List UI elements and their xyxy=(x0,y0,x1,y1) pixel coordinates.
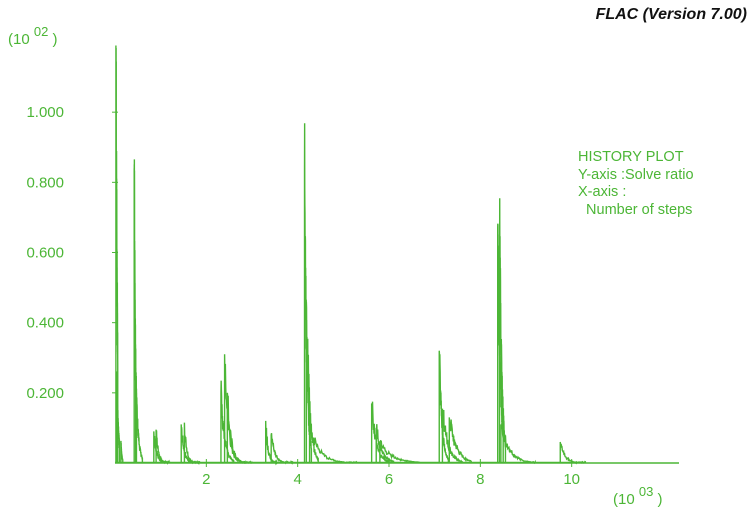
y-tick-label: 0.400 xyxy=(26,315,64,332)
legend-y-axis: Y-axis :Solve ratio xyxy=(578,166,694,183)
series-layer xyxy=(115,45,587,466)
series-spike xyxy=(270,433,294,465)
series-spike xyxy=(115,45,119,463)
y-axis-ticks: 0.200 0.400 0.600 0.800 1.000 xyxy=(26,104,118,402)
y-tick-label: 0.800 xyxy=(26,174,64,191)
series-spike xyxy=(226,392,253,465)
series-spike xyxy=(438,350,450,463)
legend-x-axis-name: Number of steps xyxy=(578,201,693,218)
x-tick-label: 2 xyxy=(202,471,210,488)
series-spike xyxy=(180,424,194,465)
x-axis-multiplier: (10 03 ) xyxy=(613,484,663,508)
series-spike xyxy=(116,371,121,463)
x-tick-label: 4 xyxy=(294,471,302,488)
series-spike xyxy=(448,417,472,463)
series-spike xyxy=(559,441,587,465)
x-tick-label: 6 xyxy=(385,471,393,488)
series-spike xyxy=(441,408,463,463)
x-tick-label: 8 xyxy=(476,471,484,488)
legend-x-axis: X-axis : xyxy=(578,184,627,200)
plot-legend: HISTORY PLOT Y-axis :Solve ratio X-axis … xyxy=(578,149,694,219)
series-spike xyxy=(120,440,124,463)
series-spike xyxy=(134,367,144,463)
y-tick-label: 1.000 xyxy=(26,104,64,121)
y-tick-label: 0.600 xyxy=(26,245,64,262)
series-spike xyxy=(375,424,395,463)
legend-title: HISTORY PLOT xyxy=(578,149,684,165)
y-tick-label: 0.200 xyxy=(26,385,64,402)
axis-multipliers: (10 02 ) (10 03 ) xyxy=(8,24,663,508)
x-tick-label: 10 xyxy=(563,471,580,488)
x-axis-ticks: 2 4 6 8 10 xyxy=(202,459,580,488)
y-axis-multiplier: (10 02 ) xyxy=(8,24,58,48)
series-spike xyxy=(303,123,313,463)
app-title: FLAC (Version 7.00) xyxy=(595,6,747,23)
